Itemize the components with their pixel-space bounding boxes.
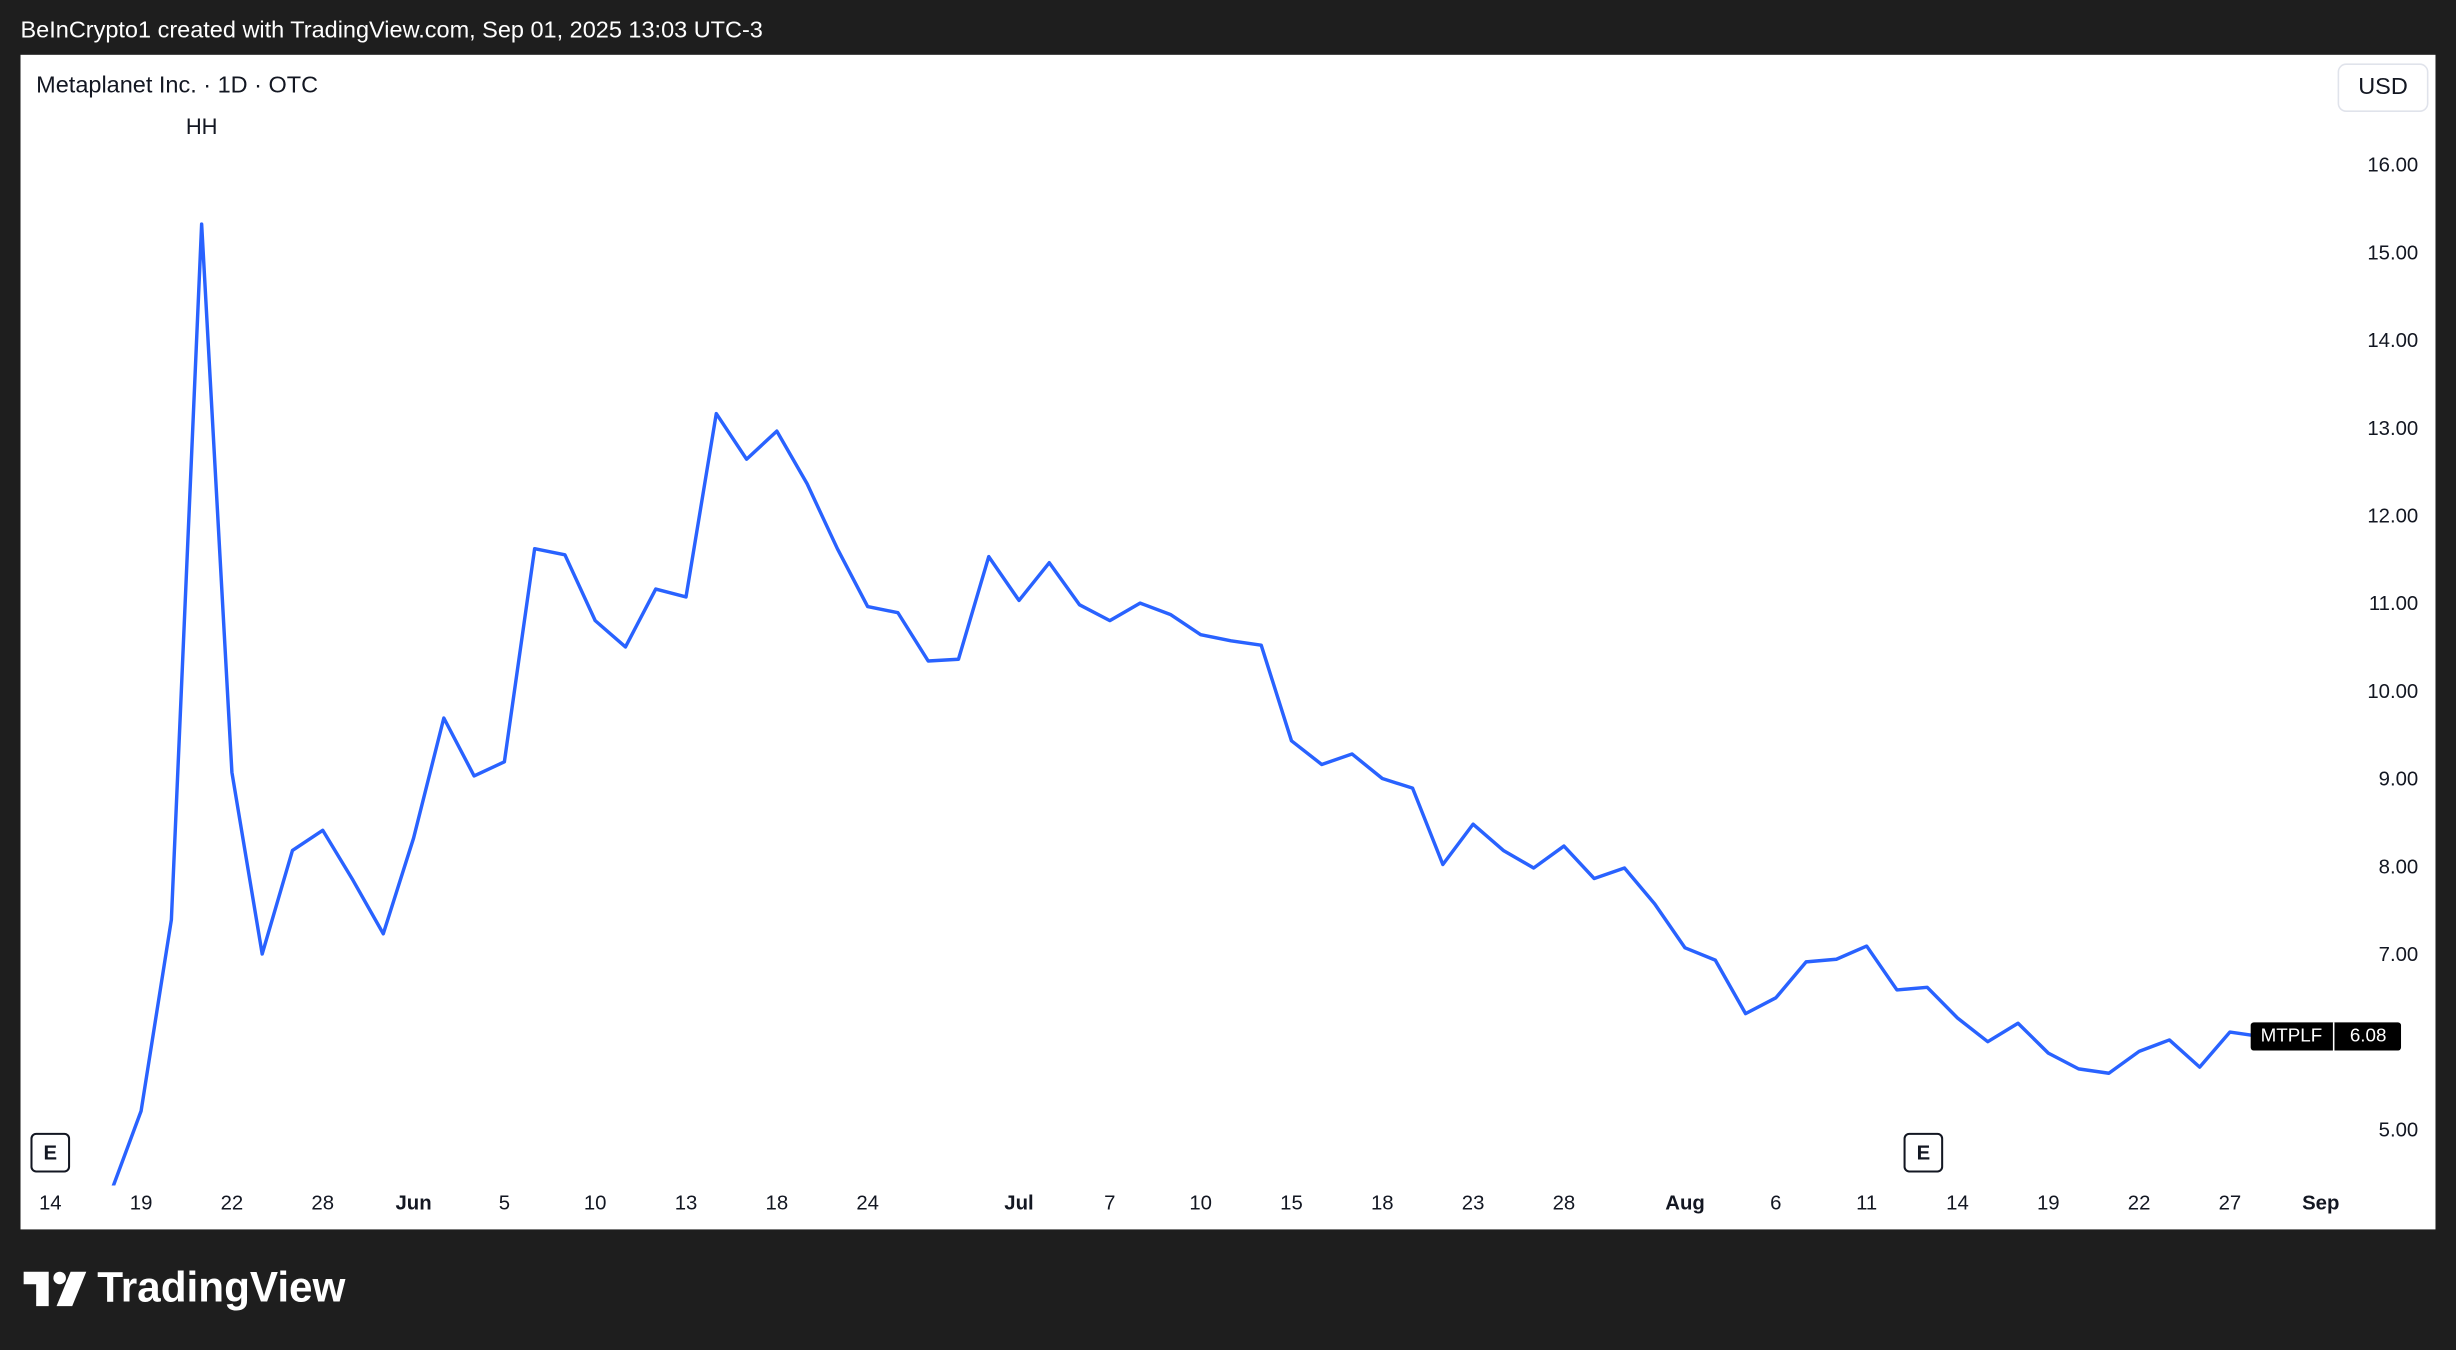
y-tick-label: 12.00 [2367,505,2418,527]
x-tick-label: Sep [2302,1193,2339,1215]
x-tick-label: 28 [311,1193,334,1215]
x-tick-label: Aug [1665,1193,1705,1215]
y-tick-label: 15.00 [2367,242,2418,264]
x-tick-label: 7 [1104,1193,1115,1215]
plot-area [111,222,2261,1186]
x-tick-label: 13 [675,1193,698,1215]
x-tick-label: 22 [2128,1193,2151,1215]
x-tick-label: 23 [1462,1193,1485,1215]
x-tick-label: 22 [221,1193,244,1215]
y-tick-label: 9.00 [2379,769,2419,791]
x-tick-label: 18 [1371,1193,1394,1215]
event-marker[interactable] [1903,1132,1944,1173]
header-text: BeInCrypto1 created with TradingView.com… [21,17,763,43]
last-price-label: 6.08 [2350,1024,2387,1045]
x-tick-label: 28 [1553,1193,1576,1215]
x-tick-label: 18 [766,1193,789,1215]
last-price-badge [2250,1022,2402,1051]
x-tick-label: 6 [1770,1193,1781,1215]
x-tick-label: 14 [39,1193,62,1215]
x-tick-label: 5 [499,1193,510,1215]
x-tick-label: 14 [1946,1193,1969,1215]
x-tick-label: 27 [2219,1193,2242,1215]
x-tick-label: 15 [1280,1193,1303,1215]
y-tick-label: 14.00 [2367,330,2418,352]
event-label[interactable]: E [1917,1143,1931,1165]
currency-box[interactable] [2337,63,2429,112]
chart-title: Metaplanet Inc. · 1D · OTC [36,71,318,97]
y-tick-label: 13.00 [2367,418,2418,440]
x-tick-label: 19 [2037,1193,2060,1215]
price-line [111,222,2261,1186]
y-tick-label: 5.00 [2379,1120,2419,1142]
symbol-label: MTPLF [2261,1024,2323,1045]
chart-panel [20,54,2436,1230]
x-tick-label: 19 [130,1193,153,1215]
y-tick-label: 8.00 [2379,856,2419,878]
currency[interactable]: USD [2358,73,2408,99]
y-tick-label: 7.00 [2379,944,2419,966]
y-tick-label: 16.00 [2367,155,2418,177]
x-tick-label: 10 [1189,1193,1212,1215]
logo-text: TradingView [97,1264,345,1311]
x-tick-label: Jul [1004,1193,1033,1215]
annotation: HH [186,114,218,139]
x-tick-label: 24 [856,1193,879,1215]
logo-icon [23,1271,87,1307]
event-label[interactable]: E [43,1143,57,1165]
y-tick-label: 10.00 [2367,681,2418,703]
x-tick-label: Jun [395,1193,431,1215]
x-tick-label: 11 [1856,1193,1877,1215]
x-tick-label: 10 [584,1193,607,1215]
event-marker[interactable] [30,1132,71,1173]
y-tick-label: 11.00 [2369,593,2418,615]
axes: 5.00 7.00 8.00 9.00 10.00 11.00 12.00 13.00 14.0… [30,114,2419,1215]
